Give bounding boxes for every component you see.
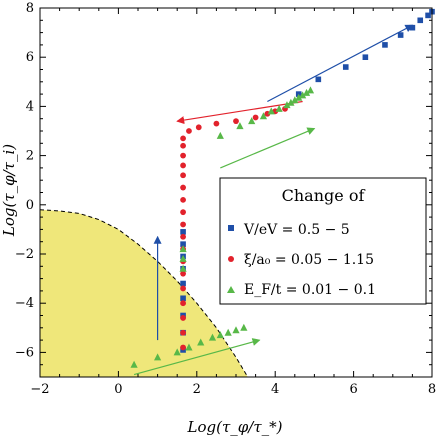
legend: Change of V/eV = 0.5 − 5 ξ/a₀ = 0.05 − 1… bbox=[219, 177, 427, 305]
point-red-16 bbox=[180, 142, 186, 149]
point-red-18 bbox=[186, 128, 192, 134]
point-blue-14 bbox=[397, 32, 404, 38]
arrow-blue-1 bbox=[267, 24, 414, 103]
point-green-13 bbox=[216, 131, 224, 139]
point-green-6 bbox=[216, 331, 224, 339]
arrow-green-3 bbox=[220, 127, 316, 169]
point-green-8 bbox=[232, 326, 240, 334]
point-green-22 bbox=[295, 93, 303, 101]
point-green-18 bbox=[275, 104, 283, 112]
x-axis-label: Log(τ_φ/τ_*) bbox=[187, 418, 283, 436]
arrow-red-2 bbox=[176, 100, 303, 125]
point-green-3 bbox=[185, 343, 193, 351]
point-red-0 bbox=[180, 344, 186, 351]
point-blue-8 bbox=[180, 229, 186, 235]
point-green-24 bbox=[302, 88, 311, 96]
legend-marker-blue bbox=[228, 225, 234, 231]
y-axis-label: Log(τ_φ/τ_i) bbox=[0, 144, 18, 237]
y-tick-label-2: 4 bbox=[26, 99, 34, 114]
shaded-region bbox=[40, 209, 248, 377]
point-red-20 bbox=[213, 120, 220, 127]
point-green-21 bbox=[291, 96, 299, 104]
y-tick-label-1: 6 bbox=[26, 50, 34, 65]
point-red-1 bbox=[180, 329, 186, 336]
point-red-10 bbox=[180, 209, 186, 216]
x-tick-label-4: 6 bbox=[349, 382, 357, 397]
point-red-19 bbox=[195, 124, 202, 131]
point-green-14 bbox=[236, 122, 244, 130]
point-green-7 bbox=[224, 328, 232, 336]
point-green-17 bbox=[267, 107, 275, 115]
legend-entry-red: ξ/a₀ = 0.05 − 1.15 bbox=[244, 252, 374, 268]
y-tick-label-5: −2 bbox=[15, 247, 34, 262]
legend-marker-green bbox=[227, 286, 235, 293]
y-tick-label-0: 8 bbox=[26, 1, 34, 16]
point-green-11 bbox=[179, 254, 187, 262]
point-green-1 bbox=[154, 353, 162, 361]
point-red-8 bbox=[180, 233, 186, 240]
legend-marker-red bbox=[228, 256, 234, 262]
point-red-3 bbox=[180, 300, 186, 307]
y-tick-label-3: 2 bbox=[26, 149, 34, 164]
point-green-19 bbox=[283, 101, 291, 109]
point-green-0 bbox=[130, 360, 138, 368]
axes: −2 0 2 4 6 8 8 6 4 2 0 −2 −4 −6 bbox=[15, 1, 436, 397]
y-tick-label-4: 0 bbox=[26, 198, 34, 213]
point-green-20 bbox=[287, 98, 295, 106]
point-blue-7 bbox=[180, 241, 186, 247]
point-red-15 bbox=[180, 152, 186, 159]
y-tick-label-6: −4 bbox=[15, 296, 34, 311]
point-blue-13 bbox=[382, 42, 388, 48]
legend-box bbox=[219, 177, 427, 305]
point-red-5 bbox=[180, 270, 186, 277]
point-blue-3 bbox=[180, 295, 186, 302]
point-green-10 bbox=[179, 245, 187, 253]
point-green-16 bbox=[259, 112, 268, 120]
y-tick-label-7: −6 bbox=[15, 345, 34, 360]
point-red-9 bbox=[180, 221, 186, 228]
legend-entry-green: E_F/t = 0.01 − 0.1 bbox=[244, 282, 376, 298]
point-red-13 bbox=[180, 172, 186, 179]
x-tick-label-2: 2 bbox=[193, 382, 201, 397]
x-tick-label-5: 8 bbox=[428, 382, 436, 397]
point-red-11 bbox=[180, 196, 186, 203]
point-red-22 bbox=[252, 114, 259, 121]
x-tick-label-1: 0 bbox=[114, 382, 122, 397]
legend-title: Change of bbox=[282, 186, 366, 205]
plot-area bbox=[39, 8, 435, 378]
point-blue-17 bbox=[425, 12, 431, 19]
point-blue-15 bbox=[409, 24, 416, 31]
x-tick-label-0: −2 bbox=[30, 382, 49, 397]
point-blue-4 bbox=[180, 280, 186, 287]
point-red-4 bbox=[180, 285, 186, 292]
point-red-17 bbox=[180, 135, 186, 142]
point-green-2 bbox=[173, 348, 181, 356]
point-blue-16 bbox=[417, 17, 424, 24]
x-tick-label-3: 4 bbox=[271, 382, 279, 397]
legend-entry-blue: V/eV = 0.5 − 5 bbox=[243, 222, 350, 238]
point-green-4 bbox=[197, 338, 205, 346]
point-green-9 bbox=[240, 323, 248, 331]
point-blue-11 bbox=[342, 64, 349, 70]
point-blue-12 bbox=[362, 54, 369, 60]
point-red-14 bbox=[180, 162, 186, 169]
point-green-5 bbox=[208, 333, 217, 341]
point-green-25 bbox=[306, 86, 315, 94]
point-red-21 bbox=[233, 118, 239, 125]
point-red-2 bbox=[180, 315, 186, 321]
arrow-green-4 bbox=[133, 338, 261, 376]
point-blue-10 bbox=[315, 76, 322, 83]
point-green-15 bbox=[248, 117, 256, 125]
point-green-12 bbox=[179, 264, 187, 272]
point-green-23 bbox=[299, 91, 307, 99]
point-red-12 bbox=[180, 184, 186, 191]
